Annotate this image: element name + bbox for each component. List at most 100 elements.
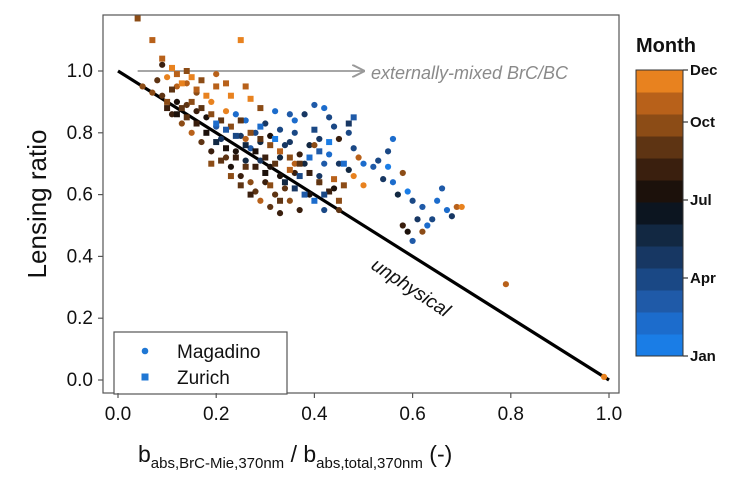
colorbar — [635, 69, 684, 357]
legend-label-zurich: Zurich — [177, 368, 230, 389]
data-point-magadino — [257, 197, 264, 204]
data-point-zurich — [277, 148, 284, 155]
data-point-zurich — [237, 182, 244, 189]
data-point-zurich — [267, 182, 274, 189]
data-point-magadino — [600, 373, 608, 381]
data-point-magadino — [326, 114, 333, 121]
data-point-magadino — [424, 222, 431, 229]
data-point-magadino — [394, 191, 401, 198]
data-point-magadino — [301, 111, 308, 118]
data-point-magadino — [276, 172, 284, 180]
data-point-zurich — [291, 185, 298, 192]
colorbar-tick-label: Jul — [690, 192, 712, 209]
data-point-zurich — [267, 142, 274, 149]
data-point-magadino — [389, 179, 397, 186]
colorbar-ticks: Jan Apr Jul Oct Dec — [683, 62, 718, 365]
legend-marker-zurich — [141, 373, 149, 381]
data-point-magadino — [281, 142, 289, 149]
data-point-zurich — [198, 105, 205, 112]
data-point-zurich — [223, 80, 230, 87]
data-point-magadino — [429, 216, 436, 223]
data-point-magadino — [252, 188, 259, 195]
data-point-magadino — [267, 132, 274, 139]
data-point-magadino — [335, 160, 343, 167]
data-point-magadino — [399, 169, 406, 177]
data-point-zurich — [203, 129, 210, 136]
y-tick-label: 0.2 — [67, 308, 93, 329]
data-point-zurich — [227, 123, 234, 130]
data-point-magadino — [213, 70, 220, 78]
data-point-magadino — [380, 176, 387, 183]
data-point-zurich — [262, 154, 269, 161]
data-point-magadino — [316, 172, 323, 180]
data-point-magadino — [227, 163, 235, 170]
data-point-magadino — [272, 108, 279, 115]
data-point-magadino — [198, 138, 205, 146]
data-point-zurich — [193, 120, 200, 127]
data-point-magadino — [286, 197, 293, 204]
data-point-zurich — [242, 142, 249, 149]
x-axis-title: babs,BrC-Mie,370nm / babs,total,370nm (-… — [138, 441, 452, 472]
colorbar-tick-label: Apr — [690, 270, 716, 287]
data-point-magadino — [350, 145, 357, 152]
data-point-magadino — [188, 129, 195, 136]
x-tick-label: 1.0 — [596, 404, 622, 425]
data-point-magadino — [321, 160, 328, 167]
data-point-magadino — [222, 154, 230, 161]
data-point-magadino — [183, 101, 190, 109]
data-point-magadino — [286, 138, 293, 146]
colorbar-segment — [636, 158, 683, 181]
x-axis-title-base2: b — [303, 441, 316, 467]
data-point-zurich — [227, 173, 234, 180]
y-axis-ticks: 0.0 0.2 0.4 0.6 0.8 1.0 — [67, 61, 103, 391]
data-point-zurich — [213, 83, 220, 90]
data-point-magadino — [154, 77, 161, 84]
data-point-magadino — [247, 179, 254, 186]
x-axis-title-sub2: abs,total,370nm — [316, 455, 423, 472]
data-point-magadino — [375, 157, 382, 164]
data-point-magadino — [193, 108, 200, 115]
data-point-magadino — [453, 203, 460, 211]
data-point-zurich — [237, 117, 244, 124]
data-point-magadino — [242, 117, 249, 124]
data-point-magadino — [360, 160, 367, 167]
data-point-magadino — [345, 166, 352, 173]
colorbar-segment — [636, 202, 683, 225]
data-point-zurich — [257, 135, 264, 142]
legend-label-magadino: Magadino — [177, 342, 260, 363]
data-point-magadino — [267, 163, 274, 170]
data-point-zurich — [272, 160, 279, 167]
data-point-zurich — [134, 15, 141, 22]
data-point-zurich — [164, 98, 171, 105]
data-point-zurich — [311, 197, 318, 204]
data-point-zurich — [203, 92, 210, 99]
data-point-zurich — [350, 114, 357, 121]
data-point-zurich — [242, 83, 249, 90]
data-point-zurich — [218, 117, 225, 124]
colorbar-title: Month — [636, 35, 696, 57]
data-point-zurich — [252, 148, 259, 155]
data-point-zurich — [340, 182, 347, 189]
data-point-zurich — [316, 148, 323, 155]
x-axis-title-base1: b — [138, 441, 151, 467]
x-axis-title-sub1: abs,BrC-Mie,370nm — [151, 455, 284, 472]
data-point-zurich — [242, 163, 249, 170]
data-point-magadino — [335, 206, 343, 214]
data-point-zurich — [335, 197, 342, 204]
y-axis-title: Lensing ratio — [22, 130, 52, 279]
data-point-magadino — [419, 203, 426, 211]
x-tick-label: 0.4 — [301, 404, 328, 425]
data-point-magadino — [404, 228, 411, 235]
data-point-zurich — [277, 197, 284, 204]
y-tick-label: 0.0 — [67, 370, 93, 391]
data-point-zurich — [257, 105, 264, 112]
data-point-magadino — [203, 114, 210, 121]
data-point-magadino — [168, 111, 176, 118]
data-point-zurich — [178, 80, 185, 87]
data-point-zurich — [286, 166, 293, 173]
colorbar-segment — [636, 70, 683, 93]
plot-frame — [102, 14, 620, 394]
data-point-magadino — [419, 228, 426, 235]
data-point-zurich — [296, 173, 303, 180]
data-point-zurich — [247, 191, 254, 198]
